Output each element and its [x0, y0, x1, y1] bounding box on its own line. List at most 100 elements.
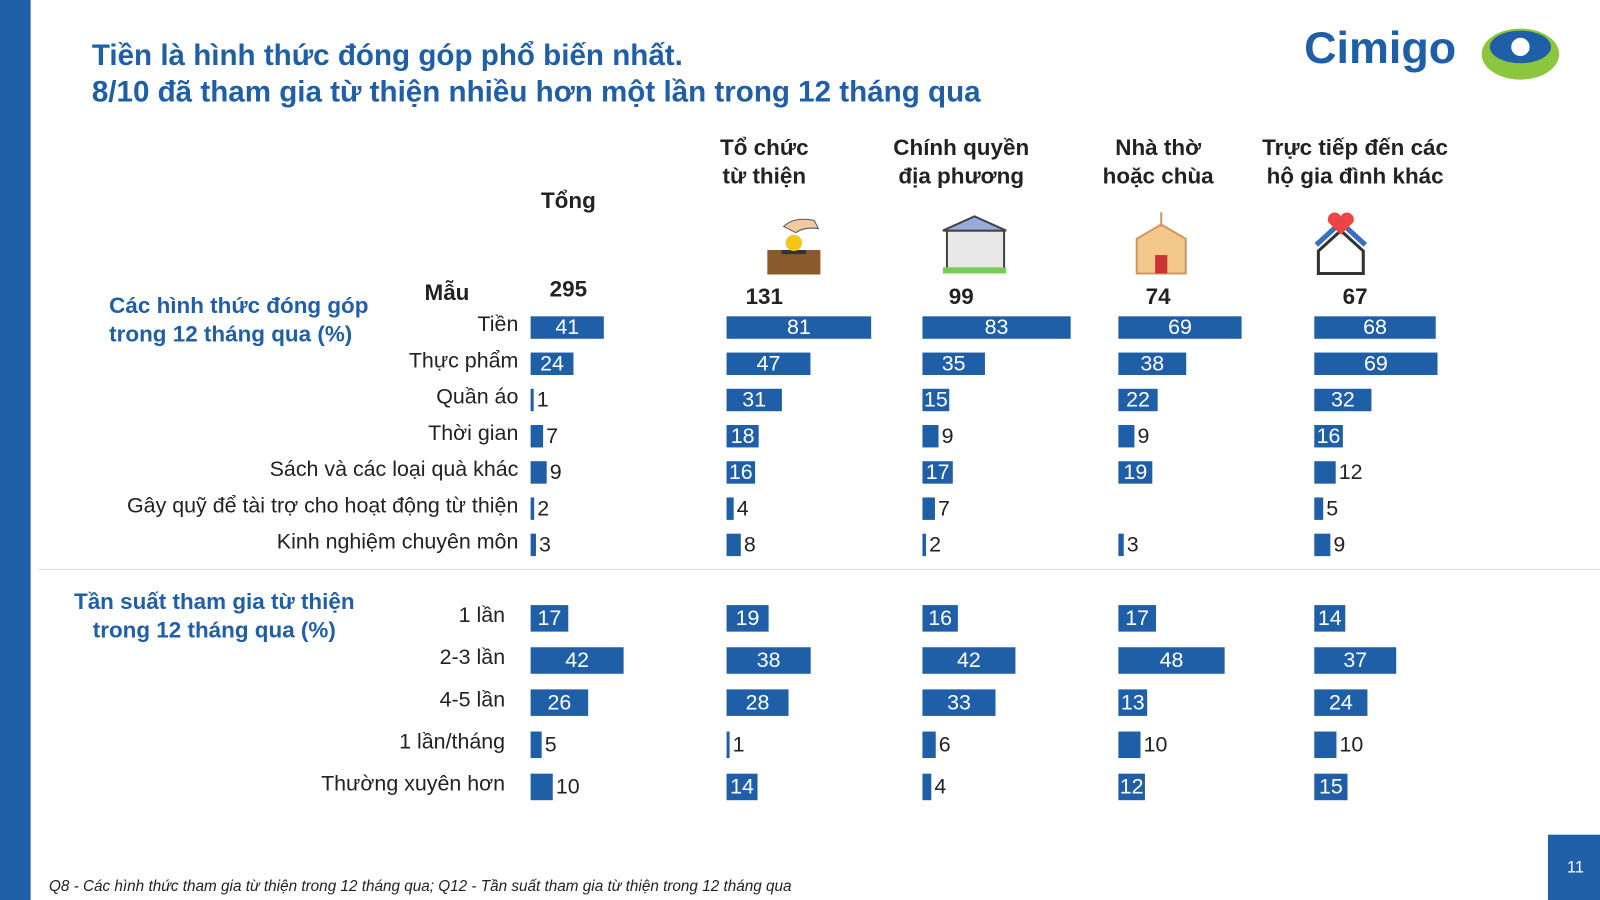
column-header: Nhà thờ: [1115, 135, 1201, 160]
logo-pupil: [1511, 37, 1530, 57]
value-label: 24: [1329, 690, 1353, 714]
bar: [1314, 605, 1346, 632]
icon-grass: [942, 267, 1007, 274]
sample-size: 295: [550, 277, 587, 302]
row-label: Kinh nghiệm chuyên môn: [277, 530, 519, 554]
bar: [922, 388, 950, 412]
column-header: từ thiện: [723, 163, 807, 188]
sample-label: Mẫu: [425, 280, 470, 305]
bar: [1314, 497, 1324, 520]
icon-coin: [785, 234, 803, 252]
value-label: 17: [1125, 606, 1149, 630]
bar: [530, 773, 553, 801]
value-label: 69: [1168, 315, 1192, 339]
value-label: 17: [926, 460, 950, 484]
icon-heart: [1327, 212, 1354, 235]
page-number: 11: [1567, 859, 1584, 877]
section-title: trong 12 tháng qua (%): [93, 618, 336, 643]
value-label: 10: [556, 775, 580, 799]
section-title: Tần suất tham gia từ thiện: [74, 589, 355, 614]
value-label: 31: [742, 388, 766, 412]
sample-size: 99: [949, 284, 974, 309]
row-label: Sách và các loại quà khác: [270, 457, 519, 481]
bar: [530, 316, 604, 339]
value-label: 19: [736, 606, 760, 630]
row-label: Quần áo: [436, 385, 518, 409]
bar: [1118, 316, 1242, 339]
bar: [922, 689, 996, 716]
bar: [1118, 425, 1135, 448]
value-label: 4: [934, 775, 946, 799]
sample-size: 67: [1343, 284, 1368, 309]
bar: [530, 689, 589, 716]
value-label: 9: [550, 460, 562, 484]
column-header: Trực tiếp đến các: [1262, 135, 1448, 160]
value-label: 15: [1319, 775, 1343, 799]
bar: [922, 497, 935, 520]
section-title: Các hình thức đóng góp: [109, 293, 368, 318]
bar: [726, 731, 730, 759]
bar: [726, 533, 741, 557]
bar: [922, 425, 939, 448]
value-label: 48: [1160, 648, 1184, 672]
bar: [1118, 352, 1187, 375]
bar: [1314, 425, 1343, 448]
icon-hand: [782, 218, 820, 234]
bar: [726, 461, 756, 484]
value-label: 15: [924, 388, 948, 412]
bar: [1314, 388, 1372, 412]
value-label: 5: [545, 732, 557, 756]
value-label: 3: [539, 533, 551, 557]
value-label: 32: [1331, 388, 1355, 412]
value-label: 9: [1333, 533, 1345, 557]
bar: [922, 352, 985, 375]
row-label: 2-3 lần: [440, 645, 505, 669]
bar: [922, 316, 1071, 339]
value-label: 3: [1127, 533, 1139, 557]
value-label: 13: [1121, 690, 1145, 714]
column-header: địa phương: [898, 163, 1024, 188]
bar: [922, 773, 932, 801]
value-label: 42: [565, 648, 589, 672]
row-label: Gây quỹ để tài trợ cho hoạt động từ thiệ…: [127, 493, 518, 517]
bar: [1118, 689, 1148, 716]
value-label: 41: [555, 315, 579, 339]
bar: [1118, 773, 1145, 801]
value-label: 12: [1120, 775, 1144, 799]
bar: [530, 388, 534, 412]
value-label: 47: [757, 351, 781, 375]
column-header: Chính quyền: [893, 135, 1029, 160]
bar: [1314, 689, 1368, 716]
section-title: trong 12 tháng qua (%): [109, 322, 352, 347]
bar: [1118, 461, 1153, 484]
bar: [922, 647, 1016, 674]
value-label: 83: [985, 315, 1009, 339]
value-label: 7: [546, 424, 558, 448]
value-label: 16: [928, 606, 952, 630]
bar: [726, 689, 789, 716]
value-label: 22: [1126, 388, 1150, 412]
bar: [530, 461, 547, 484]
bar: [530, 352, 574, 375]
value-label: 4: [737, 496, 749, 520]
footnote: Q8 - Các hình thức tham gia từ thiện tro…: [49, 878, 792, 895]
row-label: Tiền: [478, 312, 519, 336]
value-label: 42: [957, 648, 981, 672]
column-header: Tổng: [541, 188, 596, 213]
bar: [922, 605, 958, 632]
value-label: 38: [1140, 351, 1164, 375]
bar: [922, 731, 936, 759]
bar: [530, 497, 535, 520]
row-label: 1 lần: [459, 603, 505, 627]
value-label: 18: [731, 424, 755, 448]
value-label: 1: [537, 388, 549, 412]
bar: [1314, 533, 1331, 557]
bar: [1118, 647, 1225, 674]
value-label: 9: [942, 424, 954, 448]
value-label: 35: [942, 351, 966, 375]
value-label: 7: [938, 496, 950, 520]
value-label: 17: [538, 606, 562, 630]
value-label: 10: [1339, 732, 1363, 756]
value-label: 28: [746, 690, 770, 714]
